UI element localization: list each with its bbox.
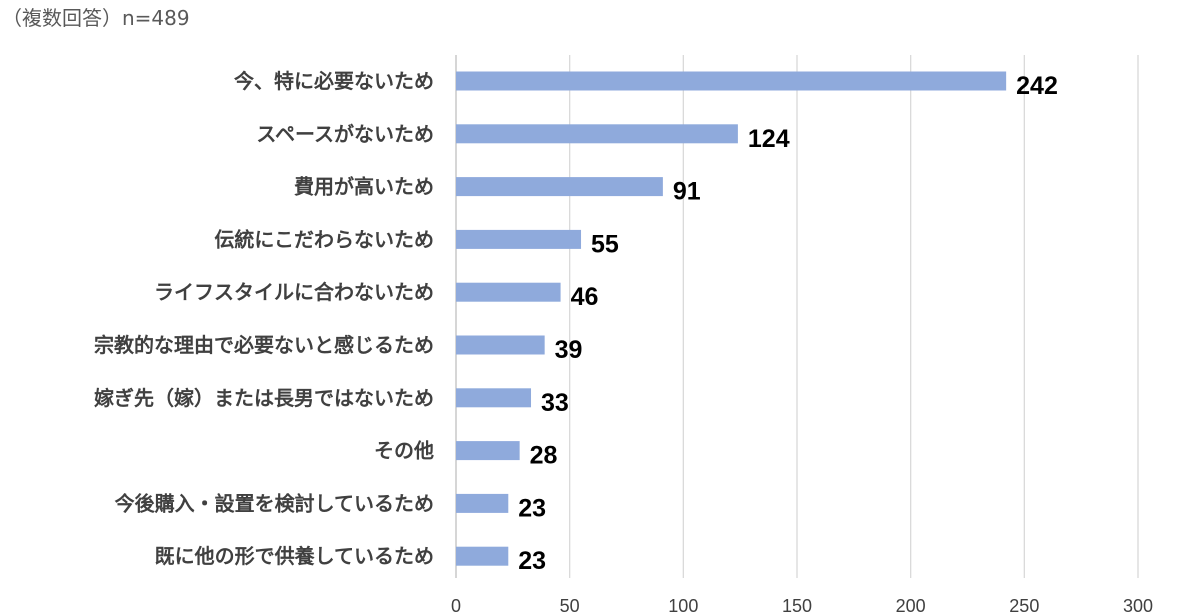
data-label: 46 — [571, 283, 599, 311]
data-label: 23 — [518, 547, 546, 575]
x-tick-label: 50 — [560, 596, 580, 615]
category-label: 嫁ぎ先（嫁）または長男ではないため — [94, 386, 434, 410]
category-label: 宗教的な理由で必要ないと感じるため — [94, 333, 434, 357]
category-label: 伝統にこだわらないため — [214, 227, 434, 251]
data-label: 33 — [541, 389, 569, 417]
x-tick-label: 250 — [1009, 596, 1039, 615]
bar — [456, 124, 738, 144]
data-label: 55 — [591, 230, 619, 258]
category-label: 今後購入・設置を検討しているため — [115, 491, 434, 515]
bar — [456, 441, 520, 461]
data-label: 124 — [748, 125, 790, 153]
bar — [456, 388, 532, 408]
bar — [456, 282, 561, 302]
data-label: 242 — [1016, 72, 1058, 100]
x-tick-label: 300 — [1123, 596, 1153, 615]
bar — [456, 71, 1007, 91]
data-label: 91 — [673, 178, 701, 206]
x-tick-label: 150 — [782, 596, 812, 615]
bar — [456, 177, 663, 197]
x-tick-label: 0 — [451, 596, 461, 615]
bar — [456, 546, 509, 566]
category-label: ライフスタイルに合わないため — [154, 280, 434, 304]
data-label: 39 — [555, 336, 583, 364]
category-label: スペースがないため — [256, 122, 434, 146]
category-label: 既に他の形で供養しているため — [155, 544, 434, 568]
data-label: 28 — [530, 442, 558, 470]
chart-note: （複数回答）n=489 — [2, 6, 190, 30]
category-label: その他 — [374, 439, 434, 463]
data-label: 23 — [518, 494, 546, 522]
bar — [456, 229, 582, 249]
category-label: 費用が高いため — [294, 175, 434, 199]
bar — [456, 493, 509, 513]
bar — [456, 335, 545, 355]
x-tick-label: 100 — [668, 596, 698, 615]
x-tick-label: 200 — [896, 596, 926, 615]
category-label: 今、特に必要ないため — [234, 69, 434, 93]
